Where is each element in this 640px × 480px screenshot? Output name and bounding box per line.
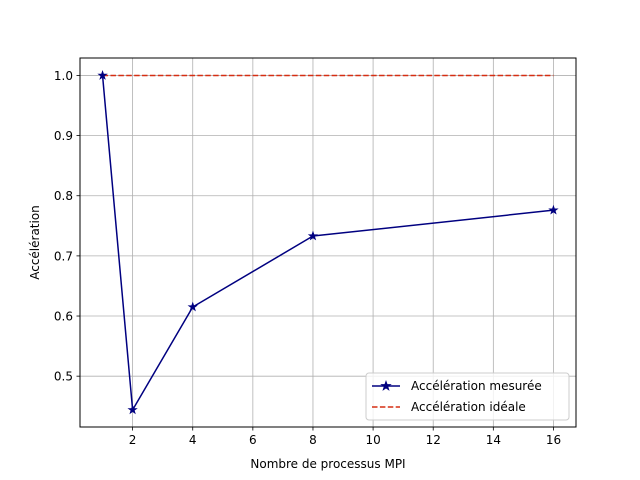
x-tick-label: 8 — [309, 433, 317, 447]
y-tick-label: 0.9 — [54, 129, 73, 143]
legend-marker-measured — [380, 379, 392, 391]
data-point — [97, 70, 108, 80]
data-point — [127, 404, 138, 415]
legend: Accélération mesurée Accélération idéale — [365, 372, 570, 421]
x-tick-label: 14 — [486, 433, 501, 447]
x-tick-label: 2 — [129, 433, 137, 447]
y-tick-label: 0.7 — [54, 249, 73, 263]
x-tick-label: 6 — [249, 433, 257, 447]
data-point — [187, 301, 198, 312]
x-tick-label: 12 — [426, 433, 441, 447]
legend-label-ideal: Accélération idéale — [411, 400, 526, 414]
y-tick-label: 0.5 — [54, 370, 73, 384]
y-axis-label: Accélération — [28, 205, 42, 280]
grid — [80, 58, 576, 427]
y-tick-label: 0.8 — [54, 189, 73, 203]
data-point — [307, 230, 319, 241]
y-tick-label: 1.0 — [54, 69, 73, 83]
x-axis-ticks: 2 4 6 8 10 12 14 16 — [129, 427, 561, 447]
y-axis-ticks: 0.5 0.6 0.7 0.8 0.9 1.0 — [54, 69, 80, 384]
series-layer — [97, 70, 559, 415]
plot-frame — [79, 57, 577, 428]
legend-label-measured: Accélération mesurée — [411, 379, 542, 393]
x-tick-label: 4 — [189, 433, 197, 447]
x-tick-label: 10 — [365, 433, 380, 447]
legend-box — [365, 372, 570, 421]
data-point — [548, 204, 559, 215]
x-axis-label: Nombre de processus MPI — [250, 457, 405, 471]
x-tick-label: 16 — [546, 433, 561, 447]
y-tick-label: 0.6 — [54, 310, 73, 324]
